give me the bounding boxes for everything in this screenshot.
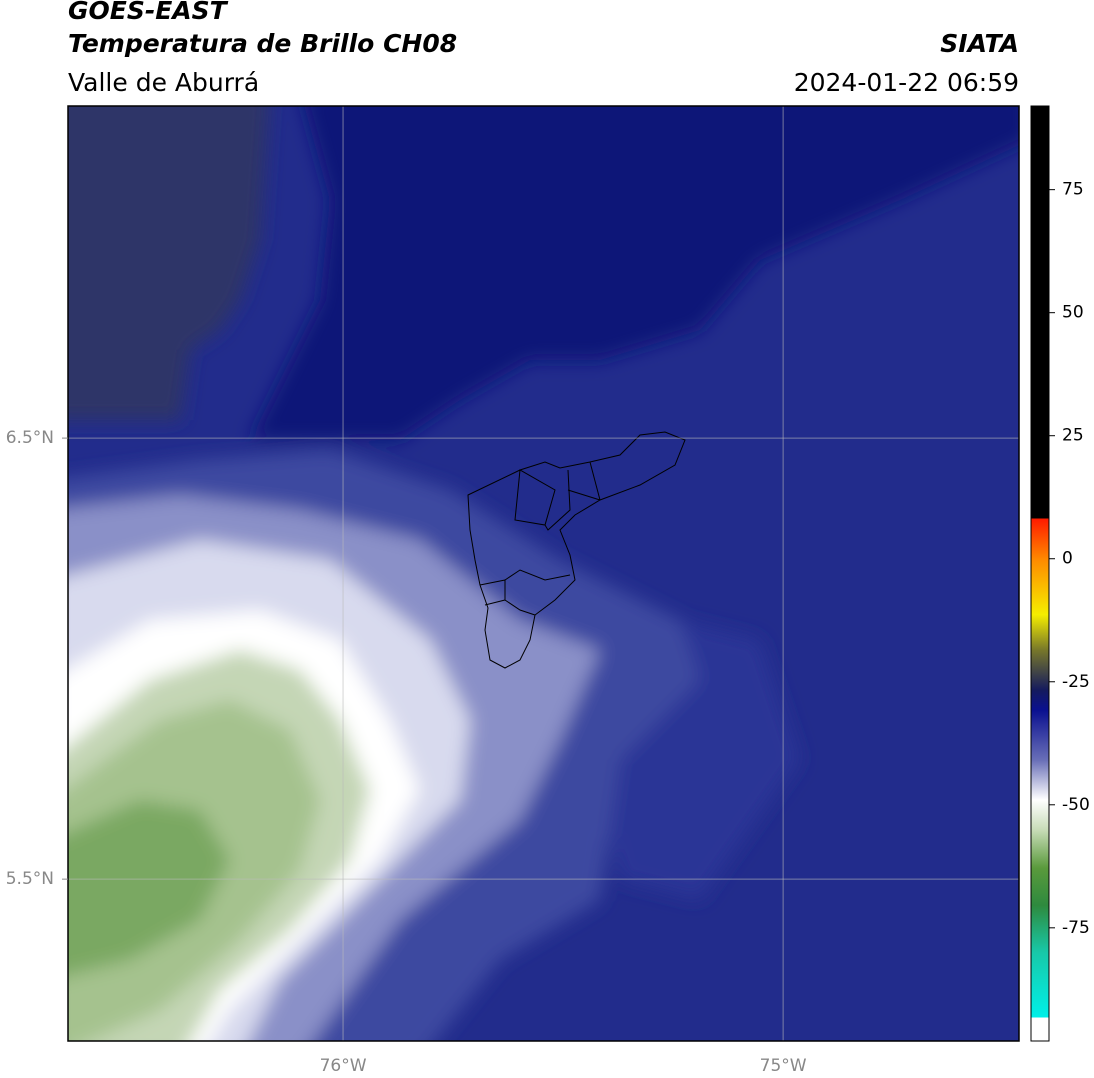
source: SIATA bbox=[940, 29, 1019, 58]
colorbar-tick-label: 50 bbox=[1062, 303, 1084, 323]
colorbar-tick-label: -75 bbox=[1062, 918, 1090, 938]
y-tick-label: 6.5°N bbox=[6, 428, 54, 448]
colorbar-tick-label: -25 bbox=[1062, 672, 1090, 692]
x-tick-label: 76°W bbox=[320, 1056, 367, 1076]
title: GOES-EAST bbox=[68, 0, 229, 25]
datetime: 2024-01-22 06:59 bbox=[794, 68, 1019, 97]
grid bbox=[68, 106, 1019, 1041]
satellite-image bbox=[68, 106, 1019, 1041]
x-tick-label: 75°W bbox=[760, 1056, 807, 1076]
colorbar-tick-label: -50 bbox=[1062, 795, 1090, 815]
colorbar-tick-label: 75 bbox=[1062, 180, 1084, 200]
region: Valle de Aburrá bbox=[68, 68, 259, 97]
subtitle: Temperatura de Brillo CH08 bbox=[68, 29, 457, 58]
colorbar-tick-label: 25 bbox=[1062, 426, 1084, 446]
y-tick-label: 5.5°N bbox=[6, 869, 54, 889]
map-frame bbox=[67, 105, 1020, 1042]
colorbar bbox=[1030, 105, 1050, 1042]
colorbar-tick-label: 0 bbox=[1062, 549, 1073, 569]
